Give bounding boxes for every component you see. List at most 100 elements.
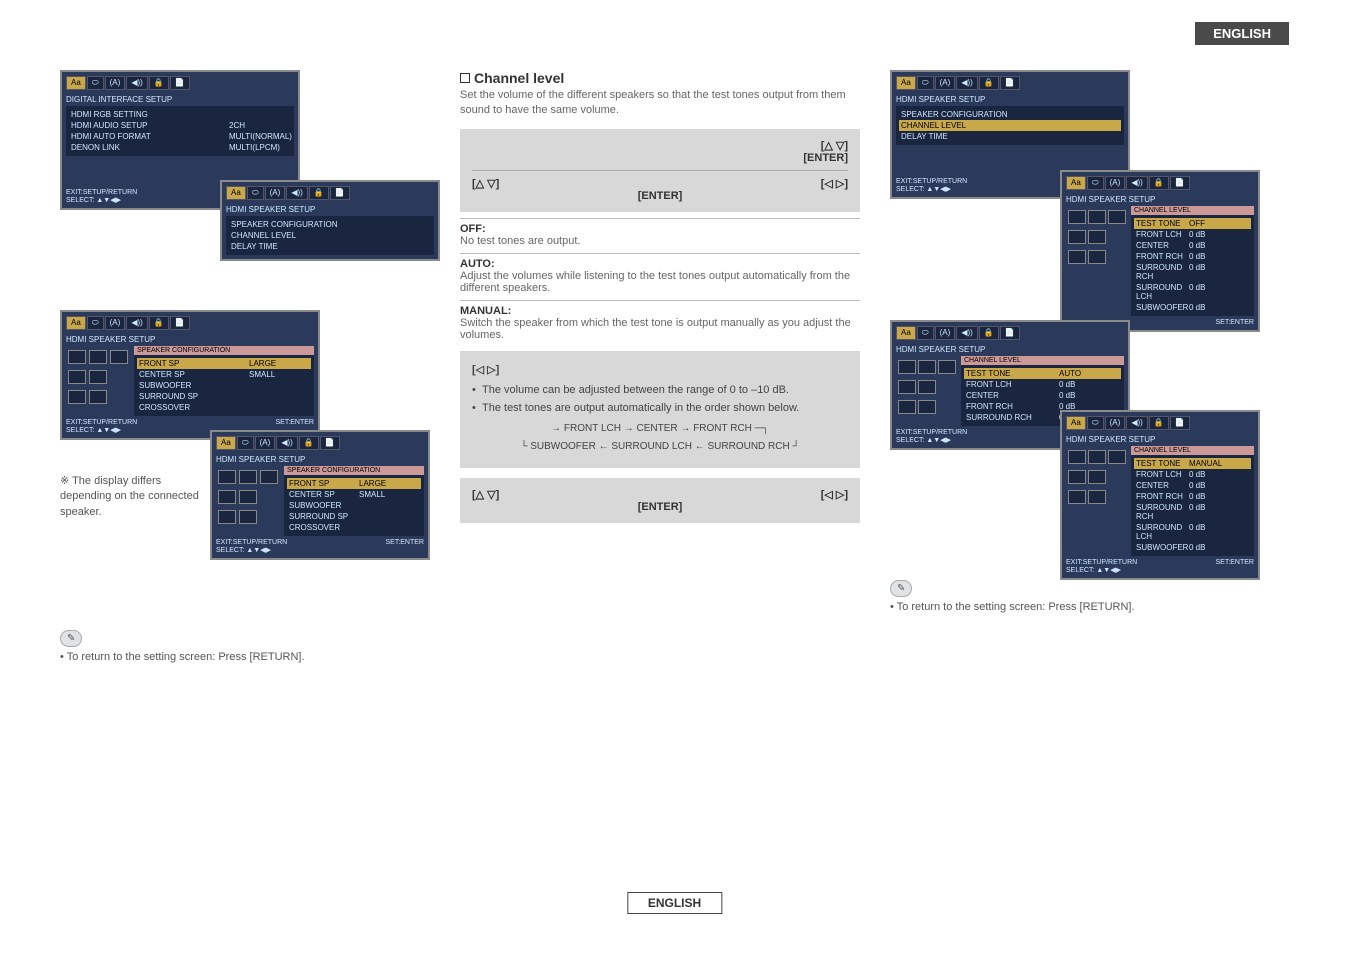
panel-title: HDMI SPEAKER SETUP (1066, 433, 1254, 446)
tab-aa: Aa (66, 76, 86, 90)
thumb-icon (110, 350, 128, 364)
foot-exit: EXIT:SETUP/RETURN (216, 539, 287, 546)
right-column: Aa ⬭ (A) ◀)) 🔒 📄 HDMI SPEAKER SETUP SPEA… (890, 70, 1290, 613)
menu-row: CENTER SPSMALL (287, 489, 421, 500)
keys-leftright: [◁ ▷] (472, 363, 848, 376)
tab-row: Aa ⬭ (A) ◀)) 🔒 📄 (66, 76, 294, 90)
panel-title: HDMI SPEAKER SETUP (1066, 193, 1254, 206)
tab: 🔒 (149, 316, 169, 330)
foot-exit: EXIT:SETUP/RETURN (66, 189, 137, 196)
thumb-icon (1068, 230, 1086, 244)
tab: Aa (66, 316, 86, 330)
panel-title: HDMI SPEAKER SETUP (66, 333, 314, 346)
tab: (A) (255, 436, 276, 450)
tab: ◀)) (1126, 176, 1147, 190)
panel-title: HDMI SPEAKER SETUP (896, 343, 1124, 356)
menu-row: HDMI AUTO FORMATMULTI(NORMAL) (69, 131, 291, 142)
keys-updown: [△ ▽] (472, 488, 499, 501)
menu-row: SUBWOOFER0 dB (1134, 542, 1251, 553)
tab: Aa (226, 186, 246, 200)
panel-speaker-config-2: Aa ⬭ (A) ◀)) 🔒 📄 HDMI SPEAKER SETUP SPEA… (210, 430, 430, 560)
menu-list: HDMI RGB SETTINGHDMI AUDIO SETUP2CHHDMI … (66, 106, 294, 156)
menu-row: SPEAKER CONFIGURATION (899, 109, 1121, 120)
tab: ⬭ (247, 186, 264, 200)
tab-5: 📄 (170, 76, 190, 90)
thumb-icon (898, 400, 916, 414)
panel-channel-level-off: Aa ⬭ (A) ◀)) 🔒 📄 HDMI SPEAKER SETUP CHAN… (1060, 170, 1260, 332)
thumb-icon (1108, 450, 1126, 464)
tab: 📄 (170, 316, 190, 330)
tab: ⬭ (917, 326, 934, 340)
section-title: Channel level (460, 70, 860, 86)
tab-2: (A) (105, 76, 126, 90)
menu-row: FRONT LCH0 dB (1134, 469, 1251, 480)
menu-row: DELAY TIME (899, 131, 1121, 142)
foot-select: SELECT: ▲▼◀▶ (1066, 566, 1137, 574)
menu-row: FRONT RCH0 dB (1134, 491, 1251, 502)
tab: ⬭ (237, 436, 254, 450)
panel-title: HDMI SPEAKER SETUP (896, 93, 1124, 106)
thumb-icon (938, 360, 956, 374)
menu-row: CHANNEL LEVEL (899, 120, 1121, 131)
thumb-icon (68, 350, 86, 364)
tab: ◀)) (956, 76, 977, 90)
thumb-icon (1108, 210, 1126, 224)
thumb-icon (1068, 490, 1086, 504)
thumb-icon (918, 400, 936, 414)
menu-row: CENTER0 dB (1134, 480, 1251, 491)
keys-leftright: [◁ ▷] (821, 488, 848, 501)
tab: Aa (216, 436, 236, 450)
tab: ◀)) (956, 326, 977, 340)
keys-enter: [ENTER] (472, 152, 848, 164)
foot-exit: EXIT:SETUP/RETURN (1066, 559, 1137, 566)
sub-title: SPEAKER CONFIGURATION (284, 466, 424, 475)
thumb-icon (89, 350, 107, 364)
tab: Aa (896, 76, 916, 90)
bullet-1: The volume can be adjusted between the r… (472, 384, 848, 396)
menu-row: SUBWOOFER (287, 500, 421, 511)
flow-item: SURROUND LCH (611, 441, 692, 452)
menu-row: CENTER0 dB (1134, 240, 1251, 251)
panel-title: DIGITAL INTERFACE SETUP (66, 93, 294, 106)
foot-exit: EXIT:SETUP/RETURN (896, 429, 967, 436)
thumb-icon (1068, 470, 1086, 484)
menu-list: SPEAKER CONFIGURATIONCHANNEL LEVELDELAY … (226, 216, 434, 255)
menu-list: FRONT SPLARGECENTER SPSMALLSUBWOOFERSURR… (284, 475, 424, 536)
tab: ⬭ (87, 316, 104, 330)
tab: ⬭ (1087, 176, 1104, 190)
foot-exit: EXIT:SETUP/RETURN (66, 419, 137, 426)
menu-row: HDMI AUDIO SETUP2CH (69, 120, 291, 131)
language-tab: ENGLISH (1195, 22, 1289, 45)
tab: 📄 (1170, 416, 1190, 430)
tab: Aa (1066, 416, 1086, 430)
panel-speaker-config-1: Aa ⬭ (A) ◀)) 🔒 📄 HDMI SPEAKER SETUP SPEA… (60, 310, 320, 440)
menu-row: HDMI RGB SETTING (69, 109, 291, 120)
sub-title: CHANNEL LEVEL (961, 356, 1124, 365)
sub-title: CHANNEL LEVEL (1131, 206, 1254, 215)
menu-row: SURROUND SP (137, 391, 311, 402)
tab: 📄 (320, 436, 340, 450)
option-heading: AUTO: (460, 253, 860, 270)
tab: ◀)) (126, 316, 147, 330)
keys-leftright: [◁ ▷] (821, 177, 848, 190)
menu-row: CENTER SPSMALL (137, 369, 311, 380)
thumb-icon (218, 510, 236, 524)
menu-row: SURROUND RCH0 dB (1134, 262, 1251, 282)
menu-list: SPEAKER CONFIGURATIONCHANNEL LEVELDELAY … (896, 106, 1124, 145)
option-heading: MANUAL: (460, 300, 860, 317)
menu-list: FRONT SPLARGECENTER SPSMALLSUBWOOFERSURR… (134, 355, 314, 416)
menu-row: FRONT SPLARGE (137, 358, 311, 369)
thumb-icon (1068, 450, 1086, 464)
thumb-icon (1088, 450, 1106, 464)
tab: (A) (1105, 176, 1126, 190)
flow-item: FRONT RCH (693, 423, 752, 434)
menu-row: CROSSOVER (287, 522, 421, 533)
options-list: OFF:No test tones are output.AUTO:Adjust… (460, 218, 860, 341)
footer-language: ENGLISH (627, 892, 722, 914)
menu-row: CENTER0 dB (964, 390, 1121, 401)
tab: (A) (935, 76, 956, 90)
tab: Aa (896, 326, 916, 340)
thumb-icon (918, 380, 936, 394)
tab: (A) (935, 326, 956, 340)
thumb-icon (260, 470, 278, 484)
